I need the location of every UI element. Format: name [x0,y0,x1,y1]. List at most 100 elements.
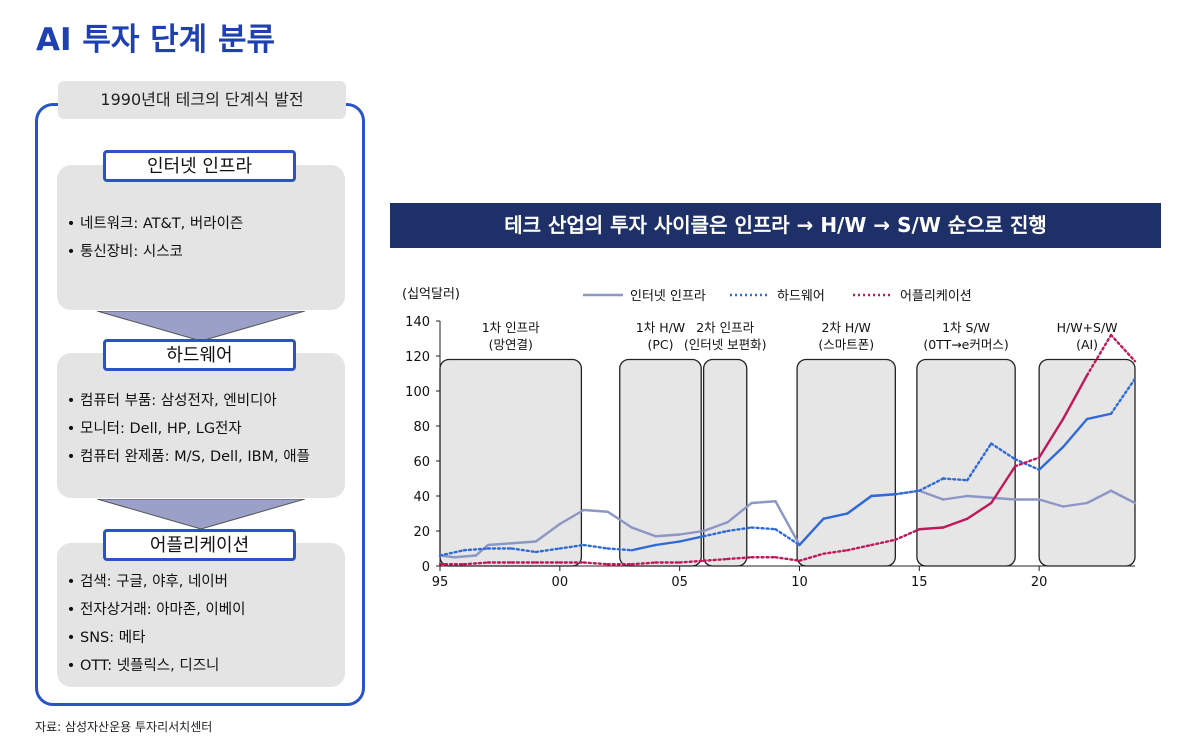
y-tick-label: 120 [405,350,430,365]
chart-banner: 테크 산업의 투자 사이클은 인프라 → H/W → S/W 순으로 진행 [390,203,1161,248]
series-line-infra [1109,489,1137,505]
x-tick-label: 20 [1031,575,1048,590]
y-tick-label: 20 [413,525,430,540]
series-line-application [1013,456,1041,468]
series-line-hardware [774,528,801,547]
series-line-infra [918,489,945,501]
series-line-infra [1061,501,1089,508]
application-list: 검색: 구글, 야후, 네이버 전자상거래: 아마존, 이베이 SNS: 메타 … [62,568,245,680]
series-line-hardware [678,535,705,543]
list-item: 컴퓨터 완제품: M/S, Dell, IBM, 애플 [62,443,310,471]
series-line-application [966,501,993,520]
phase-box [1038,358,1136,567]
series-line-hardware [1085,412,1113,421]
series-line-hardware [438,549,466,557]
series-line-infra [1085,489,1113,505]
series-line-application [846,543,873,552]
section-heading-application: 어플리케이션 [103,529,296,561]
down-arrow-icon [97,499,305,529]
series-line-application [918,526,945,531]
y-tick-label: 100 [405,385,430,400]
series-line-hardware [702,529,729,538]
x-tick-label: 95 [432,575,449,590]
series-line-hardware [606,547,633,552]
infra-list: 네트워크: AT&T, 버라이즌 통신장비: 시스코 [62,210,243,266]
y-axis-title: (십억달러) [402,287,460,302]
x-tick-label: 15 [911,575,928,590]
series-line-infra [1037,498,1065,508]
series-line-application [894,528,921,541]
section-heading-infra: 인터넷 인프라 [103,150,296,182]
series-line-application [630,561,657,566]
series-line-application [1061,374,1089,421]
series-line-infra [606,510,633,529]
list-item: 모니터: Dell, HP, LG전자 [62,415,310,443]
series-line-hardware [846,494,873,515]
series-line-infra [474,543,490,557]
series-line-application [942,517,969,529]
series-line-infra [510,540,538,545]
series-line-application [702,557,729,562]
series-line-hardware [942,477,969,482]
phase-box [796,358,896,567]
list-item: 통신장비: 시스코 [62,238,243,266]
series-line-hardware [966,442,993,482]
series-line-infra [534,522,562,543]
series-line-infra [774,500,801,547]
phase-label: 1차 H/W [636,320,685,335]
series-line-application [870,538,897,547]
series-line-application [1109,333,1137,363]
series-line-infra [726,501,753,524]
x-tick-label: 00 [552,575,569,590]
panel-label: 1990년대 테크의 단계식 발전 [58,81,346,119]
down-arrow-icon [97,311,305,341]
list-item: 검색: 구글, 야후, 네이버 [62,568,245,596]
series-line-application [678,559,705,564]
y-tick-label: 40 [413,490,430,505]
series-line-hardware [798,517,825,547]
series-line-hardware [870,493,897,498]
list-item: OTT: 넷플릭스, 디즈니 [62,652,245,680]
series-line-infra [966,494,993,499]
series-line-application [582,561,609,566]
phase-sublabel: (PC) [647,337,673,352]
legend-label: 어플리케이션 [900,289,972,304]
series-line-infra [453,554,478,559]
series-line-infra [486,542,514,547]
page-title: AI 투자 단계 분류 [36,22,276,58]
series-line-infra [750,500,777,505]
phase-label: H/W+S/W [1057,320,1118,335]
series-line-hardware [726,526,753,533]
y-tick-label: 80 [413,420,430,435]
y-tick-label: 0 [422,560,430,575]
series-line-hardware [630,543,657,552]
source-note: 자료: 삼성자산운용 투자리서치센터 [35,720,213,734]
series-line-hardware [582,543,609,550]
series-line-infra [558,508,585,526]
series-line-application [822,549,849,555]
series-line-hardware [894,489,921,496]
list-item: 컴퓨터 부품: 삼성전자, 엔비디아 [62,387,310,415]
list-item: SNS: 메타 [62,624,245,652]
x-tick-label: 10 [791,575,808,590]
series-line-hardware [558,543,585,550]
legend-label: 인터넷 인프라 [630,289,706,304]
series-line-hardware [510,547,538,554]
series-line-application [774,556,801,562]
series-line-application [462,561,490,566]
hardware-list: 컴퓨터 부품: 삼성전자, 엔비디아 모니터: Dell, HP, LG전자 컴… [62,387,310,471]
phase-label: 1차 인프라 [482,320,540,335]
series-line-hardware [750,526,777,531]
series-line-infra [582,508,609,513]
series-line-infra [630,526,657,538]
series-line-hardware [1109,377,1137,415]
series-line-hardware [822,512,849,520]
series-line-hardware [918,477,945,492]
section-heading-hardware: 하드웨어 [103,339,296,371]
series-line-hardware [654,540,681,547]
phase-sublabel: (0TT→e커머스) [923,337,1008,352]
list-item: 네트워크: AT&T, 버라이즌 [62,210,243,238]
series-line-hardware [1013,458,1041,471]
y-tick-label: 60 [413,455,430,470]
series-line-infra [654,533,681,538]
